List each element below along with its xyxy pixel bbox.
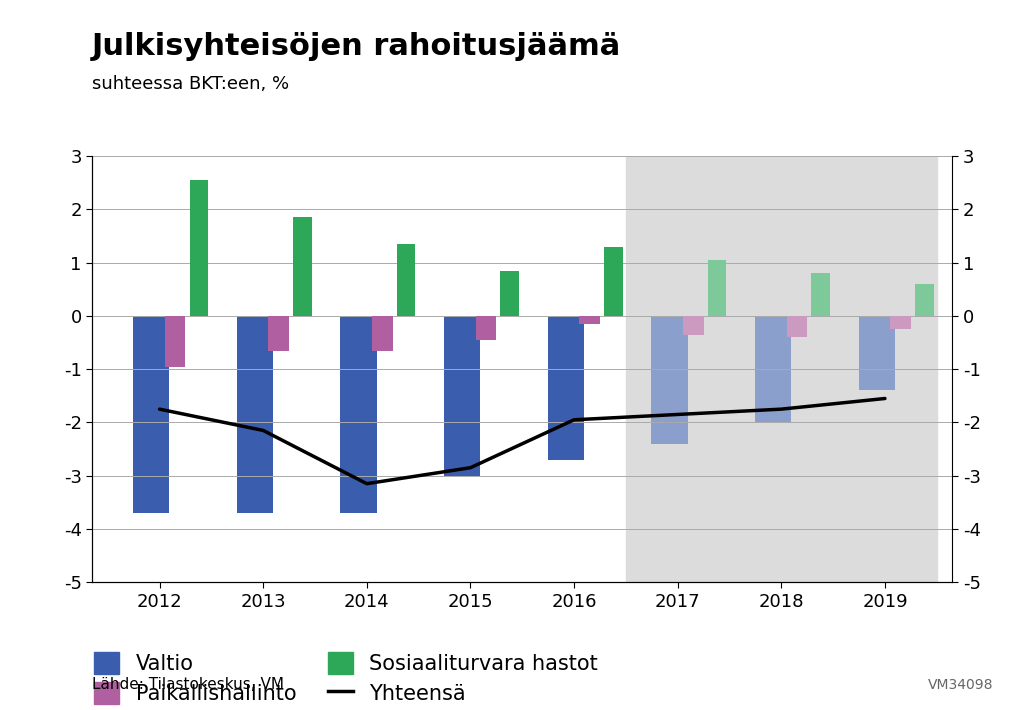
Bar: [858, 316, 895, 390]
Bar: [755, 316, 792, 422]
Bar: [475, 316, 497, 340]
Text: Julkisyhteisöjen rahoitusjäämä: Julkisyhteisöjen rahoitusjäämä: [92, 32, 622, 61]
Bar: [604, 246, 623, 316]
Bar: [340, 316, 377, 513]
Bar: [890, 316, 911, 329]
Bar: [444, 316, 480, 476]
Bar: [811, 273, 830, 316]
Bar: [165, 316, 185, 366]
Bar: [293, 217, 312, 316]
Bar: [651, 316, 687, 444]
Bar: [683, 316, 703, 334]
Bar: [548, 316, 584, 460]
Bar: [580, 316, 600, 324]
Bar: [237, 316, 273, 513]
Bar: [372, 316, 392, 351]
Bar: [268, 316, 289, 351]
Legend: Valtio, Paikallishallinto, Sosiaaliturvara hastot, Yhteensä: Valtio, Paikallishallinto, Sosiaaliturva…: [94, 652, 598, 704]
Bar: [189, 180, 208, 316]
Bar: [501, 271, 519, 316]
Text: suhteessa BKT:een, %: suhteessa BKT:een, %: [92, 75, 290, 92]
Bar: [397, 244, 416, 316]
Bar: [708, 260, 726, 316]
Text: Lähde: Tilastokeskus, VM: Lähde: Tilastokeskus, VM: [92, 677, 284, 692]
Bar: [915, 284, 934, 316]
Bar: [626, 156, 937, 582]
Text: VM34098: VM34098: [928, 678, 993, 692]
Bar: [786, 316, 807, 337]
Bar: [133, 316, 169, 513]
